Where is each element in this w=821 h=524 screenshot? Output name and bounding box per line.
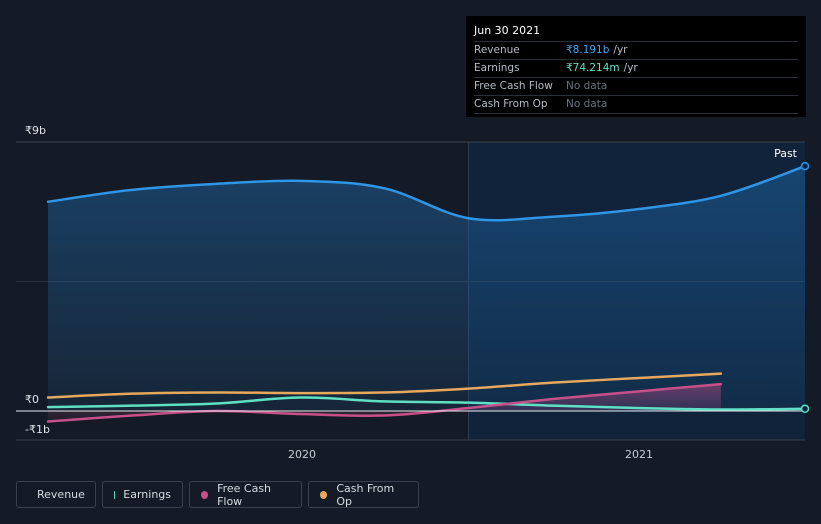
tooltip-row-revenue: Revenue ₹8.191b /yr [474, 41, 798, 59]
tooltip-value: No data [566, 80, 608, 92]
series-layer [46, 164, 807, 423]
markers-layer [800, 161, 810, 414]
legend-label: Free Cash Flow [217, 481, 272, 508]
y-tick-label: -₹1b [25, 423, 50, 436]
y-tick-label: ₹9b [25, 124, 46, 137]
legend-label: Earnings [123, 488, 171, 501]
x-tick-label: 2020 [288, 448, 316, 461]
legend-dot-icon [201, 490, 209, 499]
legend-item-earnings[interactable]: Earnings [102, 481, 183, 508]
tooltip-value: ₹8.191b [566, 44, 610, 56]
series-line-free-cash-flow [46, 382, 723, 423]
series-end-marker-earnings [800, 404, 810, 414]
legend-item-cash-from-op[interactable]: Cash From Op [308, 481, 419, 508]
series-end-marker-revenue [800, 161, 810, 171]
tooltip-label: Earnings [474, 62, 520, 74]
tooltip-row-free-cash-flow: Free Cash Flow No data [474, 77, 798, 95]
x-tick-label: 2021 [625, 448, 653, 461]
tooltip-label: Cash From Op [474, 98, 548, 110]
tooltip-unit: /yr [623, 62, 638, 74]
tooltip-date: Jun 30 2021 [474, 24, 541, 37]
tooltip-row-cash-from-op: Cash From Op No data [474, 95, 798, 114]
series-area-free-cash-flow [48, 384, 721, 422]
tooltip-value: ₹74.214m [566, 62, 620, 74]
series-area-revenue [48, 166, 805, 411]
tooltip-value: No data [566, 98, 608, 110]
tooltip-label: Revenue [474, 44, 520, 56]
tooltip-unit: /yr [613, 44, 628, 56]
series-line-earnings [46, 396, 807, 411]
legend-item-revenue[interactable]: Revenue [16, 481, 96, 508]
series-line-cash-from-op [46, 372, 723, 399]
tooltip: Jun 30 2021 Revenue ₹8.191b /yr Earnings… [466, 16, 806, 117]
tooltip-label: Free Cash Flow [474, 80, 553, 92]
legend-dot-icon [320, 490, 328, 499]
legend-label: Revenue [37, 488, 85, 501]
legend-item-free-cash-flow[interactable]: Free Cash Flow [189, 481, 302, 508]
legend: Revenue Earnings Free Cash Flow Cash Fro… [16, 481, 425, 508]
y-tick-label: ₹0 [25, 393, 39, 406]
series-line-revenue [46, 164, 807, 222]
past-label: Past [774, 147, 798, 160]
tooltip-row-earnings: Earnings ₹74.214m /yr [474, 59, 798, 77]
legend-label: Cash From Op [336, 481, 395, 508]
